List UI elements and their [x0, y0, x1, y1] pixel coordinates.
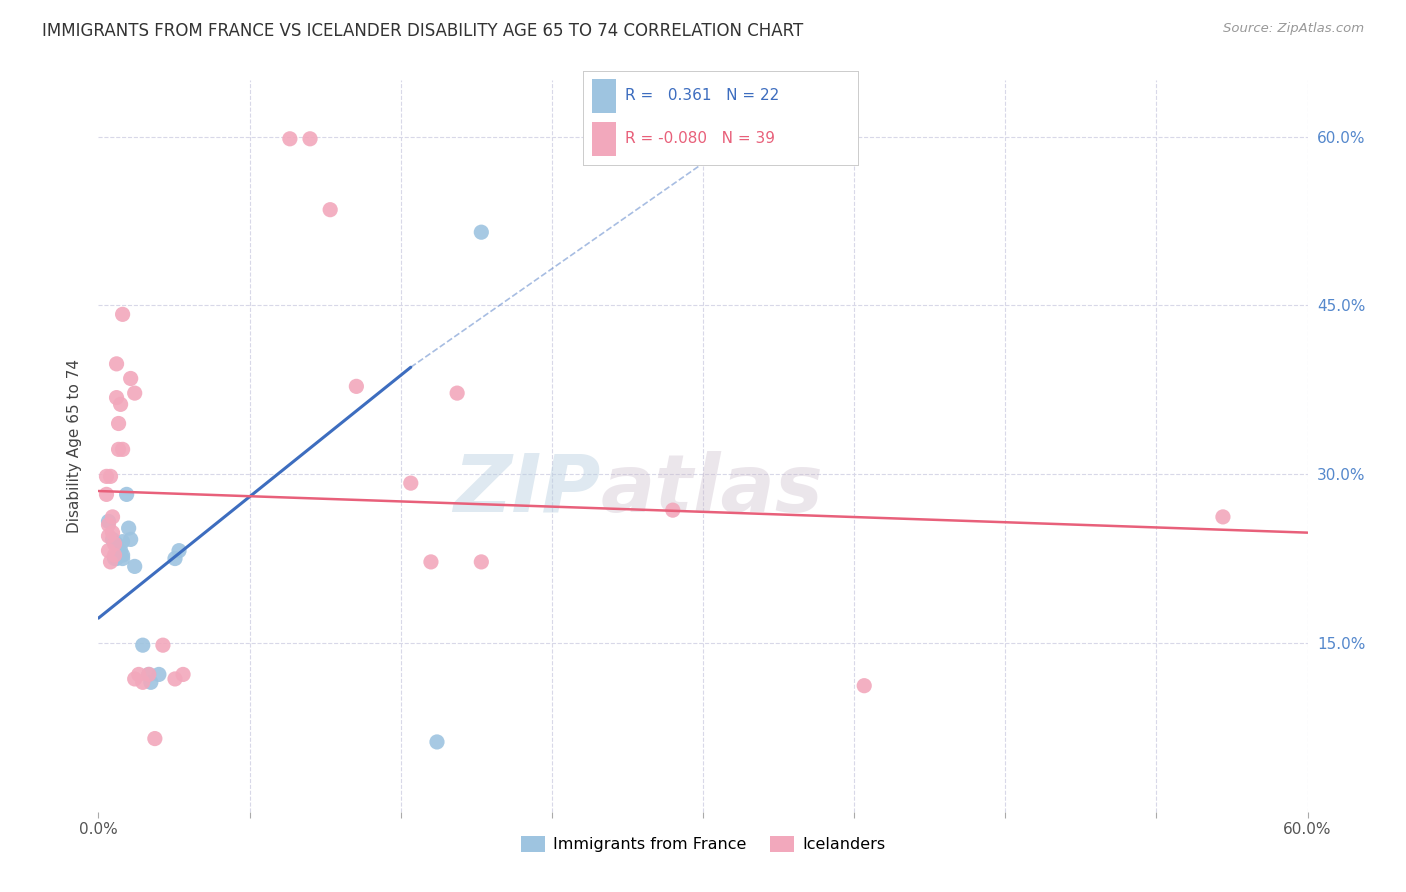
Point	[107, 442, 129, 457]
Point	[138, 667, 160, 681]
Point	[97, 515, 120, 529]
Point	[399, 476, 422, 491]
Point	[103, 537, 125, 551]
Point	[152, 638, 174, 652]
Point	[124, 672, 146, 686]
Point	[143, 731, 166, 746]
Point	[124, 559, 146, 574]
Point	[470, 555, 492, 569]
Text: R = -0.080   N = 39: R = -0.080 N = 39	[624, 131, 775, 146]
Point	[128, 667, 150, 681]
Point	[853, 679, 876, 693]
Point	[96, 487, 118, 501]
Point	[101, 533, 124, 547]
Point	[167, 543, 190, 558]
Point	[132, 675, 155, 690]
Point	[111, 551, 134, 566]
Point	[105, 357, 128, 371]
Bar	[592, 78, 616, 112]
Point	[163, 672, 186, 686]
Text: ZIP: ZIP	[453, 450, 600, 529]
Point	[111, 534, 134, 549]
Point	[446, 386, 468, 401]
Point	[124, 386, 146, 401]
Point	[103, 548, 125, 562]
Point	[105, 391, 128, 405]
Point	[101, 525, 124, 540]
Point	[110, 397, 132, 411]
Point	[163, 551, 186, 566]
Point	[661, 503, 683, 517]
Point	[420, 555, 443, 569]
Point	[111, 442, 134, 457]
Point	[97, 529, 120, 543]
Point	[426, 735, 449, 749]
Point	[120, 533, 142, 547]
Point	[110, 543, 132, 558]
Text: IMMIGRANTS FROM FRANCE VS ICELANDER DISABILITY AGE 65 TO 74 CORRELATION CHART: IMMIGRANTS FROM FRANCE VS ICELANDER DISA…	[42, 22, 803, 40]
Point	[148, 667, 170, 681]
Point	[138, 667, 160, 681]
Point	[105, 551, 128, 566]
Text: R =   0.361   N = 22: R = 0.361 N = 22	[624, 88, 779, 103]
Point	[115, 487, 138, 501]
Point	[470, 225, 492, 239]
Point	[120, 371, 142, 385]
Point	[105, 537, 128, 551]
Point	[96, 469, 118, 483]
Point	[107, 417, 129, 431]
Point	[111, 307, 134, 321]
Point	[1212, 509, 1234, 524]
Bar	[592, 122, 616, 156]
Point	[100, 469, 122, 483]
Point	[107, 548, 129, 562]
Point	[278, 132, 301, 146]
Text: Source: ZipAtlas.com: Source: ZipAtlas.com	[1223, 22, 1364, 36]
Point	[100, 555, 122, 569]
Point	[132, 638, 155, 652]
Text: atlas: atlas	[600, 450, 823, 529]
Point	[111, 548, 134, 562]
Point	[139, 675, 162, 690]
Point	[344, 379, 367, 393]
Point	[118, 521, 141, 535]
Point	[319, 202, 342, 217]
Y-axis label: Disability Age 65 to 74: Disability Age 65 to 74	[67, 359, 83, 533]
Point	[172, 667, 194, 681]
Point	[97, 543, 120, 558]
Point	[299, 132, 322, 146]
Point	[103, 551, 125, 566]
Point	[101, 509, 124, 524]
Point	[97, 517, 120, 532]
Legend: Immigrants from France, Icelanders: Immigrants from France, Icelanders	[515, 830, 891, 859]
